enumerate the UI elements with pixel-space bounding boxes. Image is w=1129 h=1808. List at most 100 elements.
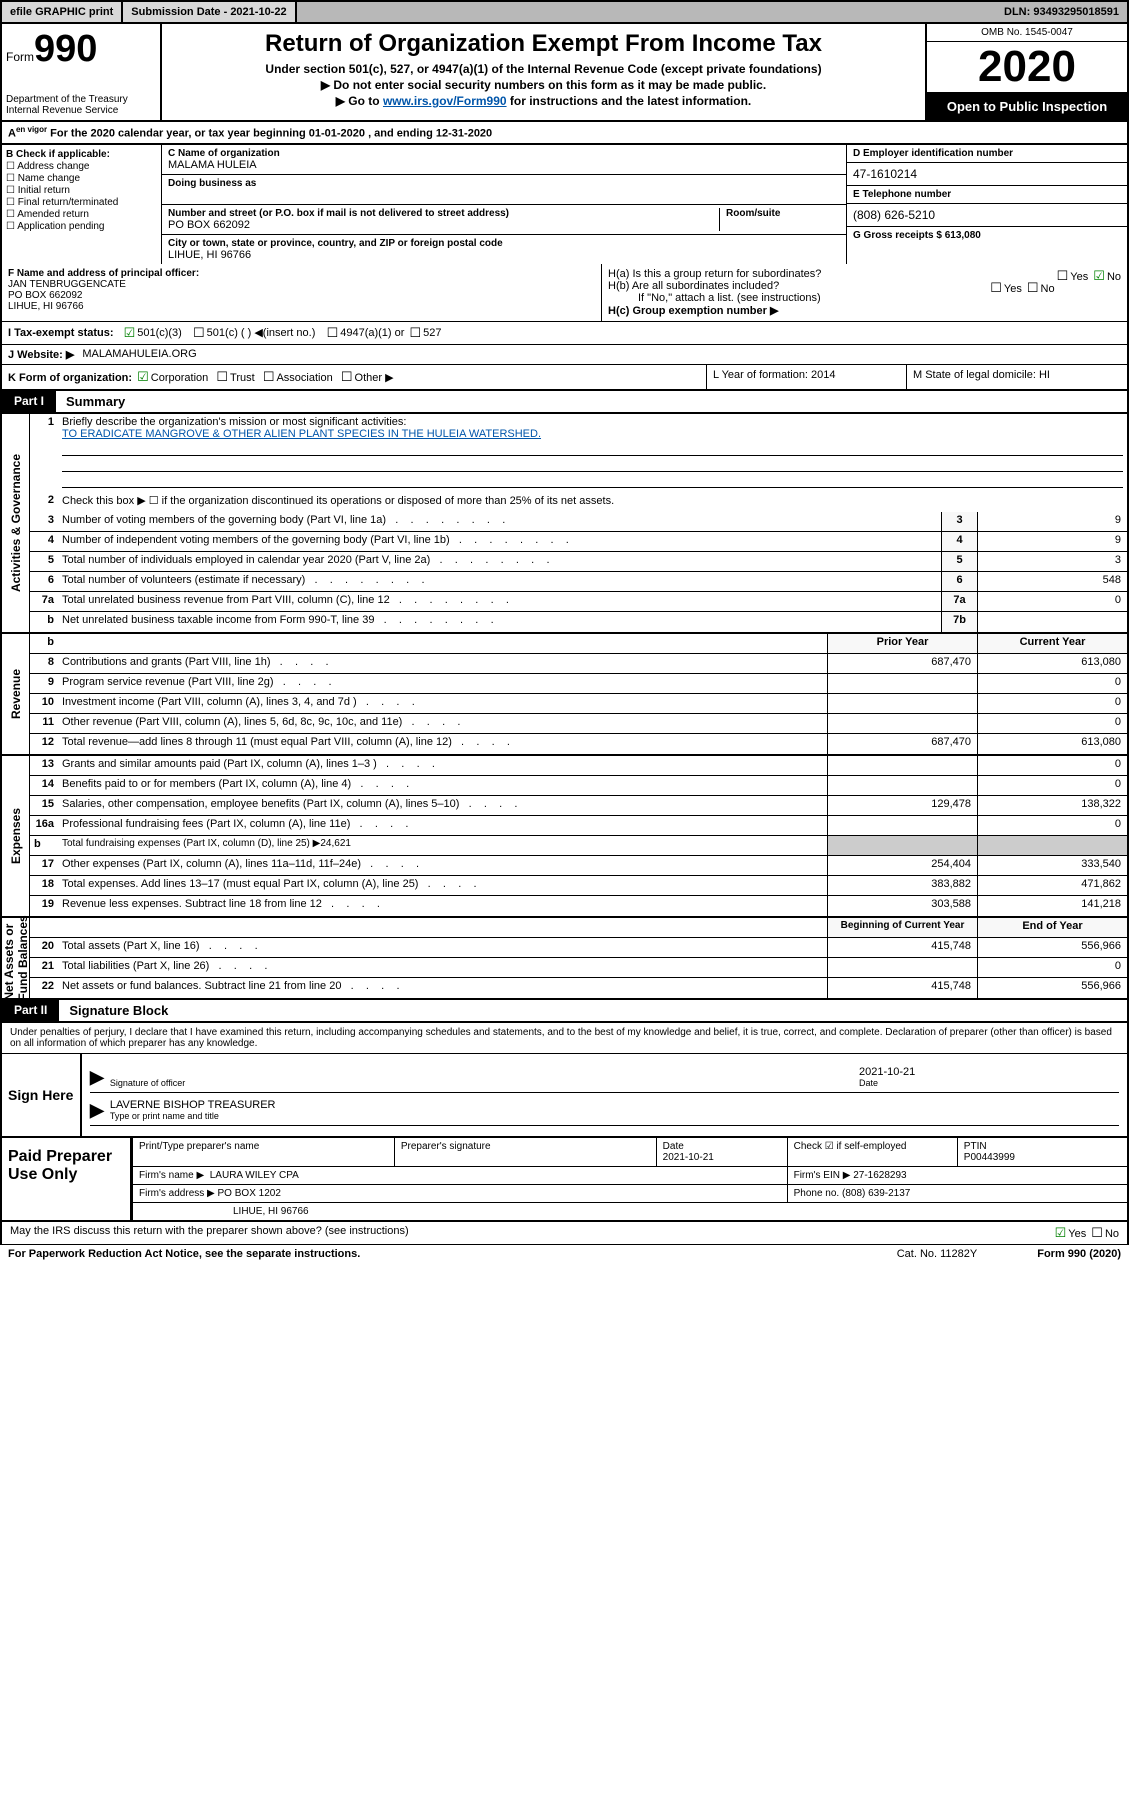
table-row: 7aTotal unrelated business revenue from … — [30, 592, 1127, 612]
hc-label: H(c) Group exemption number ▶ — [608, 304, 1121, 317]
table-row: 22Net assets or fund balances. Subtract … — [30, 978, 1127, 998]
footer: For Paperwork Reduction Act Notice, see … — [0, 1245, 1129, 1263]
cb-app-pending[interactable]: ☐ Application pending — [6, 221, 157, 232]
ha-yesno[interactable]: Yes No — [1055, 268, 1121, 284]
box-l: L Year of formation: 2014 — [707, 365, 907, 389]
hb-yesno[interactable]: Yes No — [988, 280, 1054, 296]
line2-text: Check this box ▶ ☐ if the organization d… — [58, 492, 1127, 512]
city-value: LIHUE, HI 96766 — [168, 249, 840, 261]
firm-address: Firm's address ▶ PO BOX 1202 — [132, 1185, 787, 1203]
table-row: 15Salaries, other compensation, employee… — [30, 796, 1127, 816]
ein-header: D Employer identification number — [847, 145, 1127, 163]
efile-button[interactable]: efile GRAPHIC print — [2, 2, 123, 22]
blank-line — [62, 474, 1123, 488]
cb-corp[interactable] — [135, 372, 151, 384]
top-bar: efile GRAPHIC print Submission Date - 20… — [0, 0, 1129, 24]
officer-addr1: PO BOX 662092 — [8, 290, 595, 301]
row-j: J Website: ▶ MALAMAHULEIA.ORG — [0, 345, 1129, 365]
dba-value — [168, 189, 840, 201]
cb-assoc[interactable] — [261, 372, 277, 384]
prior-year-header: Prior Year — [827, 634, 977, 653]
cb-4947[interactable] — [325, 325, 341, 341]
table-row: bTotal fundraising expenses (Part IX, co… — [30, 836, 1127, 856]
cb-name-change[interactable]: ☐ Name change — [6, 173, 157, 184]
officer-sig-label: Signature of officer — [110, 1078, 185, 1088]
table-row: 19Revenue less expenses. Subtract line 1… — [30, 896, 1127, 916]
table-row: 6Total number of volunteers (estimate if… — [30, 572, 1127, 592]
table-row: 16aProfessional fundraising fees (Part I… — [30, 816, 1127, 836]
street-value: PO BOX 662092 — [168, 219, 719, 231]
cb-address-change[interactable]: ☐ Address change — [6, 161, 157, 172]
department: Department of the Treasury Internal Reve… — [6, 94, 156, 116]
part2-title: Signature Block — [59, 1000, 178, 1021]
phone-value: (808) 626-5210 — [847, 204, 1127, 227]
prep-selfemployed[interactable]: Check ☑ if self-employed — [787, 1138, 957, 1167]
cb-trust[interactable] — [214, 372, 230, 384]
sig-date-label: Date — [859, 1078, 1119, 1088]
end-year-header: End of Year — [977, 918, 1127, 937]
box-k: K Form of organization: Corporation Trus… — [2, 365, 707, 389]
sign-here-label: Sign Here — [2, 1054, 82, 1136]
cb-527[interactable] — [407, 325, 423, 341]
cb-final-return[interactable]: ☐ Final return/terminated — [6, 197, 157, 208]
table-row: 14Benefits paid to or for members (Part … — [30, 776, 1127, 796]
table-row: 10Investment income (Part VIII, column (… — [30, 694, 1127, 714]
form-number-box: Form990 Department of the Treasury Inter… — [2, 24, 162, 120]
current-year-header: Current Year — [977, 634, 1127, 653]
table-row: 12Total revenue—add lines 8 through 11 (… — [30, 734, 1127, 754]
blank-line — [62, 442, 1123, 456]
phone-header: E Telephone number — [847, 186, 1127, 204]
penalty-text: Under penalties of perjury, I declare th… — [2, 1023, 1127, 1054]
box-b: B Check if applicable: ☐ Address change … — [2, 145, 162, 264]
discuss-line: May the IRS discuss this return with the… — [0, 1222, 1129, 1245]
table-row: bNet unrelated business taxable income f… — [30, 612, 1127, 632]
firm-address2: LIHUE, HI 96766 — [132, 1203, 1127, 1220]
part2-tag: Part II — [2, 1000, 59, 1021]
cb-501c[interactable] — [191, 325, 207, 341]
website-value: MALAMAHULEIA.ORG — [82, 348, 196, 360]
cb-initial-return[interactable]: ☐ Initial return — [6, 185, 157, 196]
form-number: 990 — [34, 28, 97, 70]
table-row: 8Contributions and grants (Part VIII, li… — [30, 654, 1127, 674]
city-header: City or town, state or province, country… — [168, 238, 840, 249]
hb-label: H(b) Are all subordinates included? — [608, 280, 779, 292]
expenses-section: Expenses 13Grants and similar amounts pa… — [0, 756, 1129, 918]
tax-year: 2020 — [927, 42, 1127, 93]
table-row: 20Total assets (Part X, line 16)415,7485… — [30, 938, 1127, 958]
ein-value: 47-1610214 — [847, 163, 1127, 186]
row-i: I Tax-exempt status: 501(c)(3) 501(c) ( … — [0, 322, 1129, 345]
org-name-header: C Name of organization — [168, 148, 840, 159]
firm-phone: Phone no. (808) 639-2137 — [787, 1185, 1127, 1203]
tax-year-line: Aen vigor For the 2020 calendar year, or… — [0, 122, 1129, 145]
form-title: Return of Organization Exempt From Incom… — [168, 30, 919, 58]
table-row: 21Total liabilities (Part X, line 26)0 — [30, 958, 1127, 978]
preparer-section: Paid Preparer Use Only Print/Type prepar… — [0, 1138, 1129, 1222]
netassets-label: Net Assets orFund Balances — [2, 918, 30, 998]
prep-ptin: PTINP00443999 — [957, 1138, 1127, 1167]
room-header: Room/suite — [726, 208, 840, 219]
part2-header: Part II Signature Block — [0, 1000, 1129, 1023]
dba-header: Doing business as — [168, 178, 840, 189]
cb-amended[interactable]: ☐ Amended return — [6, 209, 157, 220]
table-row: 9Program service revenue (Part VIII, lin… — [30, 674, 1127, 694]
box-d: D Employer identification number 47-1610… — [847, 145, 1127, 264]
sig-date: 2021-10-21 — [859, 1066, 1119, 1078]
note-ssn: Do not enter social security numbers on … — [168, 78, 919, 92]
discuss-yesno[interactable]: Yes No — [1053, 1225, 1119, 1241]
prep-date: Date2021-10-21 — [656, 1138, 787, 1167]
cb-other[interactable] — [339, 372, 355, 384]
box-b-header: B Check if applicable: — [6, 149, 157, 160]
prep-name-header: Print/Type preparer's name — [132, 1138, 394, 1167]
officer-header: F Name and address of principal officer: — [8, 268, 595, 279]
mission-text: TO ERADICATE MANGROVE & OTHER ALIEN PLAN… — [62, 428, 1123, 440]
table-row: 3Number of voting members of the governi… — [30, 512, 1127, 532]
title-box: Return of Organization Exempt From Incom… — [162, 24, 927, 120]
inspection-label: Open to Public Inspection — [927, 93, 1127, 120]
expenses-label: Expenses — [2, 756, 30, 916]
firm-ein: Firm's EIN ▶ 27-1628293 — [787, 1167, 1127, 1185]
note-link: Go to www.irs.gov/Form990 for instructio… — [168, 94, 919, 108]
cb-501c3[interactable] — [122, 325, 138, 341]
preparer-label: Paid Preparer Use Only — [2, 1138, 132, 1220]
irs-link[interactable]: www.irs.gov/Form990 — [383, 94, 507, 108]
gross-receipts: G Gross receipts $ 613,080 — [847, 227, 1127, 244]
